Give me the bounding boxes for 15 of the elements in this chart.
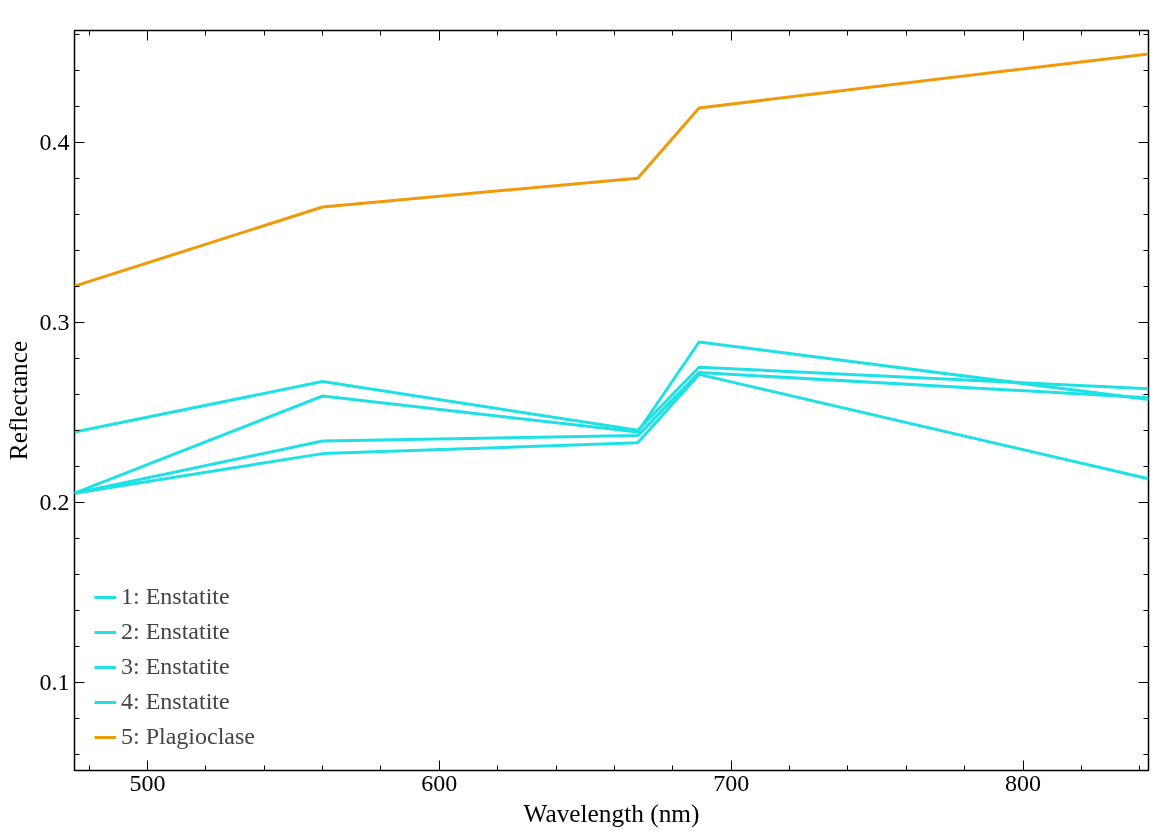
y-tick-label: 0.3: [39, 308, 70, 335]
y-tick-label: 0.1: [39, 668, 70, 695]
y-axis-title: Reflectance: [3, 340, 32, 461]
x-tick-label: 500: [129, 769, 166, 796]
x-axis-title: Wavelength (nm): [523, 798, 700, 828]
y-tick-label: 0.2: [39, 488, 70, 515]
legend-label: 3: Enstatite: [121, 653, 230, 680]
x-tick-label: 700: [713, 769, 750, 796]
legend-label: 1: Enstatite: [121, 583, 230, 610]
x-tick-label: 800: [1005, 769, 1042, 796]
legend-label: 4: Enstatite: [121, 688, 230, 715]
legend-label: 2: Enstatite: [121, 618, 230, 645]
x-tick-label: 600: [421, 769, 458, 796]
y-tick-label: 0.4: [39, 128, 70, 155]
legend-label: 5: Plagioclase: [121, 723, 255, 750]
